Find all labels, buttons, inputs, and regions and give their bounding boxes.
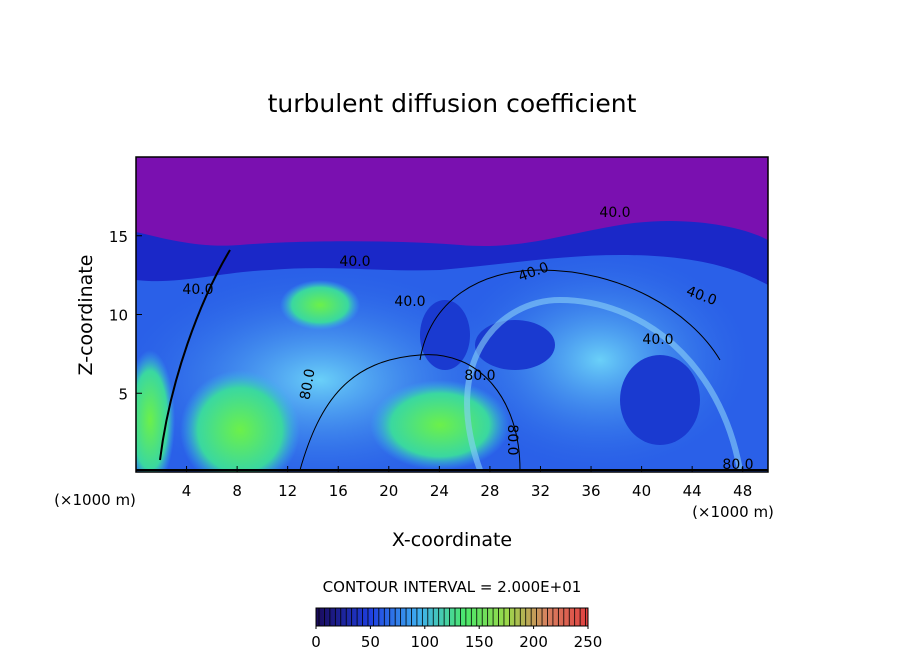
x-tick-label: 36 [581,482,600,500]
contour-label: 80.0 [722,457,753,473]
x-tick-label: 28 [480,482,499,500]
contour-label: 40.0 [599,205,630,221]
x-tick-label: 16 [329,482,348,500]
contour-field [136,157,768,472]
x-tick-label: 48 [733,482,752,500]
colorbar-tick-label: 0 [311,633,321,651]
contour-label: 80.0 [464,368,495,384]
contour-label: 40.0 [182,282,213,298]
chart-title: turbulent diffusion coefficient [268,89,637,118]
x-tick-label: 12 [278,482,297,500]
colorbar-label: CONTOUR INTERVAL = 2.000E+01 [323,578,582,596]
x-tick-label: 44 [683,482,702,500]
contour-label: 80.0 [504,424,520,455]
contour-label: 40.0 [642,332,673,348]
x-tick-label: 32 [531,482,550,500]
x-axis-label: X-coordinate [392,529,512,551]
contour-label: 40.0 [339,254,370,270]
colorbar-frame [315,607,589,627]
x-tick-label: 8 [232,482,242,500]
x-tick-label: 24 [430,482,449,500]
contour-label: 80.0 [297,368,318,401]
colorbar-tick-label: 150 [465,633,494,651]
colorbar-tick-label: 250 [574,633,603,651]
x-tick-label: 40 [632,482,651,500]
x-tick-label: 4 [182,482,192,500]
colorbar-tick-label: 50 [361,633,380,651]
y-tick-label: 5 [118,385,128,403]
colorbar-tick-label: 200 [519,633,548,651]
colorbar-tick-label: 100 [410,633,439,651]
unit-label: (×1000 m) [54,491,136,509]
contour-label: 40.0 [394,294,425,310]
unit-label: (×1000 m) [692,503,774,521]
y-tick-label: 15 [109,228,128,246]
y-tick-label: 10 [109,307,128,325]
y-axis-label: Z-coordinate [75,255,97,376]
x-tick-label: 20 [379,482,398,500]
